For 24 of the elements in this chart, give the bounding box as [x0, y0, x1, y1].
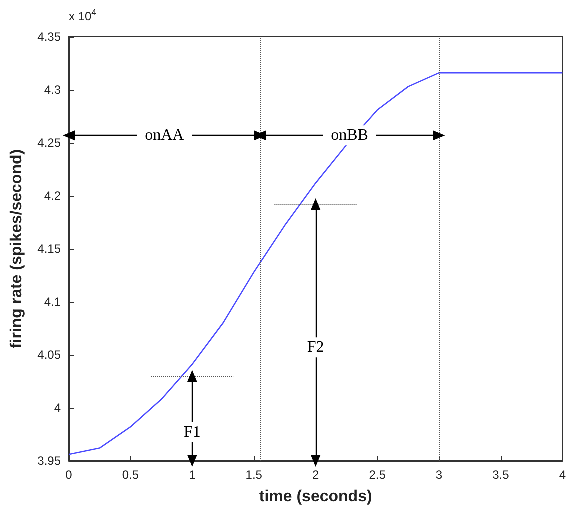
annotation: onAA	[145, 127, 185, 144]
x-axis-title: time (seconds)	[259, 488, 372, 506]
x-tick-label: 3	[436, 468, 443, 482]
x-tick-label: 4	[559, 468, 566, 482]
y-tick-label: 4.25	[38, 136, 62, 150]
x-tick-label: 3.5	[492, 468, 510, 482]
annotation: onBB	[331, 127, 368, 144]
y-tick-label: 4.1	[44, 295, 62, 309]
annotation: F2	[307, 339, 324, 356]
y-tick-label: 3.95	[38, 454, 62, 468]
y-tick-label: 4.2	[44, 189, 62, 203]
x-tick-label: 2.5	[369, 468, 386, 482]
y-tick-label: 4.15	[38, 242, 62, 256]
x-tick-label: 1.5	[246, 468, 263, 482]
y-tick-label: 4	[54, 401, 62, 415]
x-tick-label: 1	[189, 468, 196, 482]
x-tick-label: 0.5	[122, 468, 140, 482]
y-tick-label: 4.3	[44, 83, 62, 97]
y-tick-label: 4.05	[38, 348, 62, 362]
x-tick-label: 0	[66, 468, 73, 482]
y-tick-label: 4.35	[38, 30, 62, 44]
y-axis-title: firing rate (spikes/second)	[8, 149, 26, 349]
x-tick-label: 2	[312, 468, 320, 482]
annotation: F1	[184, 424, 201, 441]
